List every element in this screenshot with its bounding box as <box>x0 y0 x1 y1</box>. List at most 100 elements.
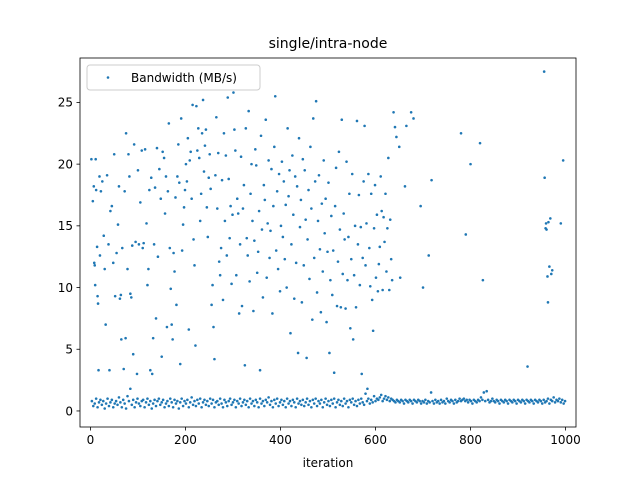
data-point <box>318 247 322 251</box>
data-point <box>110 204 114 208</box>
data-point <box>171 405 175 409</box>
y-axis: 0 5 10 15 20 25 <box>58 96 80 418</box>
data-point <box>219 246 223 250</box>
data-point <box>371 329 375 333</box>
data-point <box>93 264 97 267</box>
data-point <box>238 243 242 246</box>
data-point <box>162 156 166 160</box>
data-point <box>159 197 163 200</box>
data-point <box>179 117 183 120</box>
data-point <box>346 278 349 282</box>
x-tick-label: 800 <box>459 433 482 447</box>
data-point <box>156 255 160 258</box>
data-point <box>155 146 159 150</box>
data-point <box>241 401 245 404</box>
data-point <box>491 397 494 400</box>
data-point <box>119 293 123 297</box>
data-point <box>261 296 265 299</box>
data-point <box>546 397 550 400</box>
data-point <box>356 243 360 246</box>
data-point <box>350 172 354 176</box>
data-point <box>181 404 185 408</box>
data-point <box>171 338 174 341</box>
data-point <box>206 399 209 403</box>
data-point <box>180 397 183 400</box>
data-point <box>324 397 327 400</box>
data-point <box>173 398 176 402</box>
data-point <box>92 185 96 188</box>
data-point <box>143 405 146 409</box>
data-point <box>200 131 204 135</box>
data-point <box>190 197 193 200</box>
data-point <box>131 352 135 356</box>
data-point <box>93 402 97 405</box>
data-point <box>385 270 388 273</box>
data-point <box>100 403 104 407</box>
data-point <box>545 228 548 231</box>
data-point <box>288 399 292 403</box>
data-point <box>257 209 261 213</box>
data-point <box>295 185 299 188</box>
data-point <box>347 235 350 239</box>
data-point <box>196 149 199 152</box>
data-point <box>528 401 531 404</box>
data-point <box>93 283 97 287</box>
data-point <box>200 405 203 409</box>
data-point <box>318 402 322 405</box>
data-point <box>218 273 222 277</box>
data-point <box>367 397 370 400</box>
data-point <box>280 398 283 402</box>
data-point <box>539 399 543 403</box>
data-point <box>164 402 168 405</box>
data-point <box>207 404 211 408</box>
data-point <box>258 368 262 372</box>
data-point <box>274 402 278 405</box>
data-point <box>559 401 563 404</box>
data-point <box>153 398 156 402</box>
data-point <box>330 293 334 297</box>
data-point <box>210 303 213 307</box>
data-point <box>224 401 228 404</box>
data-point <box>239 155 243 159</box>
data-point <box>228 236 231 240</box>
data-point <box>130 244 134 247</box>
data-point <box>370 298 374 302</box>
data-point <box>130 296 133 299</box>
data-point <box>271 312 274 315</box>
data-point <box>136 169 140 172</box>
data-point <box>195 104 198 108</box>
data-point <box>249 192 252 196</box>
data-point <box>306 238 309 241</box>
data-point <box>311 318 314 321</box>
data-point <box>223 398 226 402</box>
data-point <box>216 151 220 155</box>
data-point <box>137 402 141 405</box>
data-point <box>271 405 275 409</box>
data-point <box>348 192 351 196</box>
data-point <box>230 403 233 407</box>
data-point <box>145 222 148 225</box>
data-point <box>469 399 473 403</box>
data-point <box>292 297 296 300</box>
data-point <box>284 405 288 409</box>
data-point <box>300 301 304 304</box>
data-point <box>560 398 564 402</box>
data-point <box>362 180 365 183</box>
data-point <box>337 398 340 402</box>
data-point <box>327 181 330 184</box>
data-point <box>150 407 154 410</box>
data-point <box>478 399 481 403</box>
data-point <box>310 405 313 409</box>
data-point <box>118 297 122 300</box>
data-point <box>307 403 310 407</box>
data-point <box>291 154 294 157</box>
data-point <box>139 201 142 204</box>
data-point <box>133 405 136 409</box>
data-point <box>422 401 426 404</box>
data-point <box>247 109 250 113</box>
data-point <box>405 124 408 128</box>
data-point <box>481 398 484 402</box>
data-point <box>394 401 397 404</box>
data-point <box>384 192 387 196</box>
data-point <box>244 127 248 130</box>
